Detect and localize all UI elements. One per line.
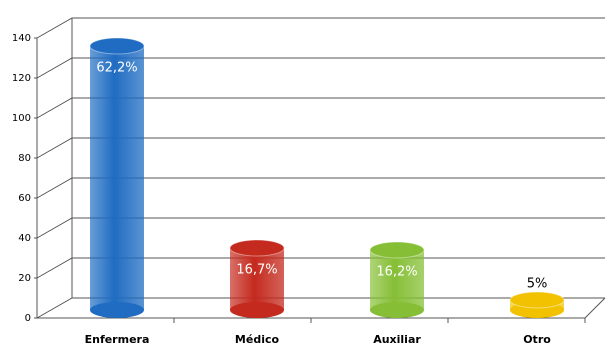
y-tick-label: 80 [18,153,31,164]
data-label: 5% [527,277,548,292]
y-tick-label: 0 [25,313,31,324]
y-tick-label: 40 [18,233,31,244]
grid-line [36,297,605,319]
bar-top [89,37,145,55]
grid-line [36,17,605,39]
x-tick-label: Auxiliar [373,333,421,346]
bar-top [509,291,565,309]
bar [370,250,424,310]
grid-line [36,97,605,119]
x-tick-label: Enfermera [85,333,150,346]
grid-line [36,257,605,279]
bar-top [369,241,425,259]
y-tick-label: 140 [12,33,31,44]
y-tick-label: 100 [12,113,31,124]
x-tick-label: Médico [235,333,280,346]
grid-line [36,217,605,239]
grid-line [36,57,605,79]
y-tick-label: 120 [12,73,31,84]
data-label: 62,2% [96,61,137,76]
data-label: 16,7% [236,263,277,278]
y-tick-label: 60 [18,193,31,204]
x-tick-label: Otro [523,333,551,346]
bar [90,46,144,310]
grid-line [36,177,605,199]
bar-top [229,239,285,257]
bar [230,248,284,310]
y-tick-label: 20 [18,273,31,284]
data-label: 16,2% [376,265,417,280]
grid-line [36,137,605,159]
